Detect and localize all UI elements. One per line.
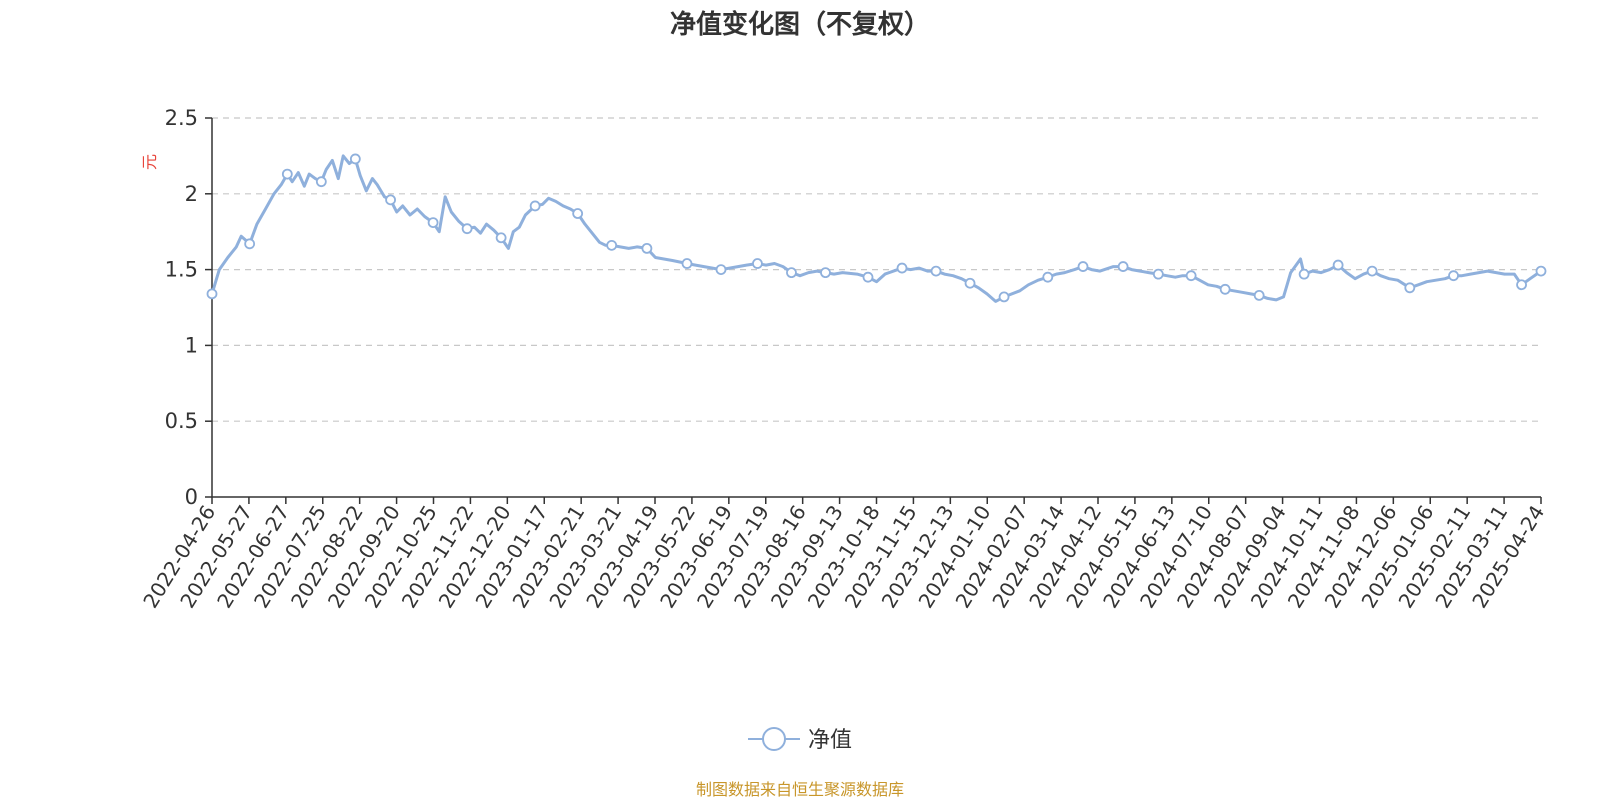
data-point-marker[interactable] (1516, 279, 1527, 291)
data-point-marker[interactable] (1219, 283, 1231, 295)
data-point-marker[interactable] (1042, 271, 1054, 283)
data-point-marker[interactable] (206, 288, 218, 300)
axes (211, 118, 1541, 498)
legend-label: 净值 (808, 728, 852, 753)
data-source-note: 制图数据来自恒生聚源数据库 (696, 780, 904, 799)
y-tick-label: 0 (185, 485, 198, 509)
data-point-marker[interactable] (385, 194, 396, 206)
y-tick-label: 0.5 (165, 409, 198, 433)
y-axis-ticks: 0 0.5 1 1.5 2 2.5 (165, 106, 212, 509)
y-tick-label: 1.5 (165, 258, 198, 282)
legend-circle-swatch (762, 727, 786, 751)
x-axis-ticks: 2022-04-262022-05-272022-06-272022-07-25… (138, 497, 1549, 612)
data-point-marker[interactable] (1535, 265, 1547, 277)
data-point-marker[interactable] (930, 265, 942, 277)
data-point-marker[interactable] (1332, 259, 1344, 271)
y-axis-unit-label: 元 (140, 154, 159, 170)
data-point-marker[interactable] (572, 208, 584, 219)
y-tick-label: 2.5 (165, 106, 198, 130)
data-point-marker[interactable] (641, 242, 653, 254)
data-point-marker[interactable] (820, 267, 831, 279)
data-point-marker[interactable] (862, 271, 874, 283)
data-point-marker[interactable] (349, 153, 361, 165)
chart-title: 净值变化图（不复权） (670, 9, 930, 40)
series-net-value (206, 153, 1547, 303)
data-point-marker[interactable] (1152, 268, 1164, 280)
data-point-marker[interactable] (681, 258, 693, 269)
data-point-marker[interactable] (1448, 270, 1459, 282)
data-point-marker[interactable] (1404, 282, 1416, 294)
data-point-marker[interactable] (495, 232, 507, 244)
data-point-marker[interactable] (964, 277, 976, 289)
data-point-marker[interactable] (1077, 261, 1089, 272)
data-point-marker[interactable] (281, 168, 293, 180)
data-point-marker[interactable] (998, 291, 1010, 303)
data-point-marker[interactable] (896, 262, 908, 274)
data-point-marker[interactable] (786, 267, 797, 279)
legend[interactable]: 净值 (748, 727, 852, 753)
data-point-marker[interactable] (715, 264, 727, 276)
data-point-marker[interactable] (1366, 265, 1378, 277)
data-point-marker[interactable] (1117, 261, 1129, 272)
grid-lines (212, 117, 1541, 422)
y-tick-label: 1 (185, 333, 198, 357)
y-tick-label: 2 (185, 182, 198, 206)
data-point-marker[interactable] (1298, 268, 1310, 280)
data-point-marker[interactable] (1253, 289, 1265, 301)
data-point-marker[interactable] (461, 223, 473, 235)
data-point-marker[interactable] (315, 176, 327, 188)
data-point-marker[interactable] (529, 200, 541, 212)
data-point-marker[interactable] (427, 217, 439, 229)
series-line (210, 154, 1543, 303)
data-point-marker[interactable] (606, 239, 618, 251)
data-point-marker[interactable] (752, 258, 763, 269)
data-point-marker[interactable] (1185, 270, 1197, 282)
data-point-marker[interactable] (244, 238, 256, 250)
